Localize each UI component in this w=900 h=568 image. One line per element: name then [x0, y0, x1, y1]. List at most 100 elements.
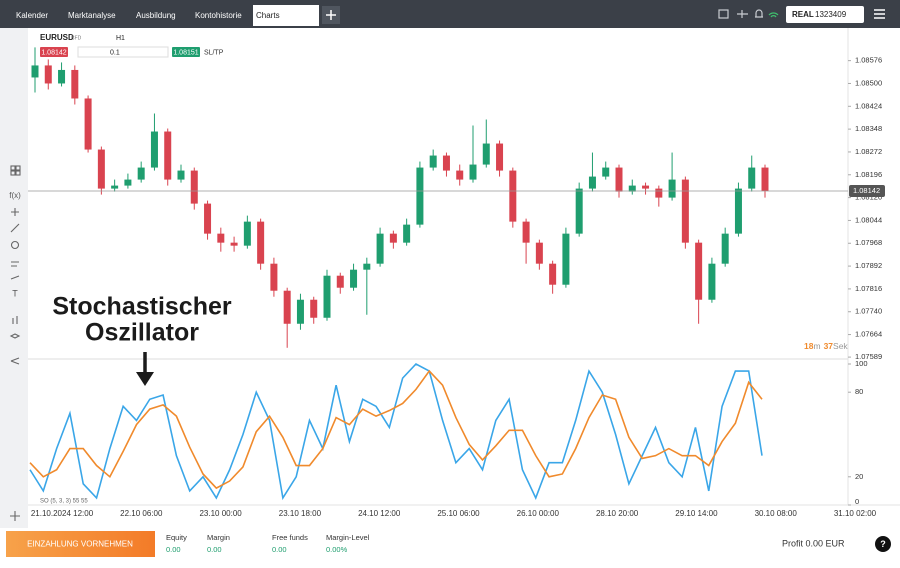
y-tick-label: 1.08500: [855, 78, 882, 87]
countdown-part: 37: [824, 341, 834, 351]
volume-input[interactable]: [77, 46, 169, 58]
y-tick-label: 1.07968: [855, 238, 882, 247]
candle-body: [734, 188, 742, 234]
y-tick-label: 1.08576: [855, 56, 882, 65]
candle-body: [496, 143, 504, 171]
stat-label: Free funds: [272, 533, 308, 542]
y-tick-label: 1.08044: [855, 215, 882, 224]
stat-value: 0.00: [272, 545, 287, 554]
x-tick-label: 21.10.2024 12:00: [31, 509, 94, 518]
x-tick-label: 24.10 12:00: [358, 509, 401, 518]
stat-value: 0.00: [166, 545, 181, 554]
y-tick-label: 1.08424: [855, 101, 882, 110]
candle-body: [31, 65, 39, 78]
buy-box[interactable]: [172, 47, 200, 57]
y-tick-label: 1.08348: [855, 124, 882, 133]
candle-body: [721, 233, 729, 264]
active-tab[interactable]: [253, 5, 319, 26]
candle-body: [469, 164, 477, 180]
stat-value: 0.00: [207, 545, 222, 554]
symbol[interactable]: EURUSD: [40, 33, 74, 42]
sell-box[interactable]: [40, 47, 68, 57]
current-price-label: 1.08142: [853, 186, 880, 195]
candle-body: [363, 263, 371, 270]
candle-body: [442, 155, 450, 171]
plot: 1.08576 1.08500 1.08424 1.08348 1.08272 1.081…: [28, 47, 885, 518]
candle-body: [522, 221, 530, 243]
y-tick-label: 20: [855, 472, 863, 481]
candle-body: [243, 221, 251, 246]
x-tick-label: 28.10 20:00: [596, 509, 639, 518]
candle-body: [150, 131, 158, 168]
candle-body: [111, 185, 119, 189]
y-tick-label: 100: [855, 359, 868, 368]
candle-body: [748, 167, 756, 189]
stat-label: Margin: [207, 533, 230, 542]
candle-body: [549, 263, 557, 285]
candle-body: [257, 221, 265, 264]
candle-body: [602, 167, 610, 177]
nav-bar: [0, 0, 900, 28]
candle-body: [323, 275, 331, 318]
timeframe[interactable]: H1: [116, 35, 125, 42]
annotation-arrowhead: [136, 372, 154, 386]
candle-body: [575, 188, 583, 234]
stat-label: Margin-Level: [326, 533, 370, 542]
candle-body: [429, 155, 437, 168]
candle-body: [695, 242, 703, 300]
deposit-label: EINZAHLUNG VORNEHMEN: [27, 540, 133, 549]
sidebar-icons: [9, 165, 21, 521]
account-id: 1323409: [815, 10, 847, 19]
candle-body: [403, 224, 411, 243]
candle-body: [190, 170, 198, 204]
nav-tab[interactable]: Ausbildung: [136, 11, 176, 20]
stochastic-line: [29, 369, 763, 490]
candle-body: [456, 170, 464, 180]
candle-body: [217, 233, 225, 243]
countdown-part: Sek: [833, 341, 848, 351]
candle-body: [350, 269, 358, 288]
nav-tab[interactable]: Kontohistorie: [195, 11, 242, 20]
sltp[interactable]: SL/TP: [204, 49, 224, 56]
deposit-button[interactable]: [6, 531, 155, 557]
candle-body: [482, 143, 490, 165]
annotation-line: Oszillator: [85, 319, 199, 347]
candle-body: [336, 275, 344, 288]
candle-body: [97, 149, 105, 189]
y-tick-label: 1.08120: [855, 193, 882, 202]
symbol-suffix: CFD: [71, 35, 82, 41]
candle-body: [655, 188, 663, 198]
y-tick-label: 1.08272: [855, 147, 882, 156]
text-tool[interactable]: T: [12, 288, 18, 298]
candle-body: [177, 170, 185, 180]
candle-body: [124, 179, 132, 186]
candle-body: [562, 233, 570, 285]
candle-body: [681, 179, 689, 243]
function-tool[interactable]: f(x): [9, 191, 21, 200]
y-tick-label: 1.07892: [855, 261, 882, 270]
account-type: REAL: [792, 10, 814, 19]
candle-body: [668, 179, 676, 198]
account-box[interactable]: [786, 6, 864, 23]
x-tick-label: 30.10 08:00: [755, 509, 798, 518]
candle-body: [204, 203, 212, 234]
help-button[interactable]: [875, 536, 891, 552]
nav-tab[interactable]: Kalender: [16, 11, 48, 20]
nav-tab[interactable]: Marktanalyse: [68, 11, 116, 20]
x-tick-label: 22.10 06:00: [120, 509, 163, 518]
menu-icon[interactable]: [874, 9, 885, 19]
candle-body: [761, 167, 769, 191]
nav-tab[interactable]: Charts: [256, 11, 280, 20]
candle-body: [642, 185, 650, 189]
y-tick-label: 1.07589: [855, 352, 882, 361]
y-tick-label: 1.07816: [855, 284, 882, 293]
annotation-line: Stochastischer: [52, 293, 232, 321]
candle-body: [296, 299, 304, 324]
nav-icons: [718, 9, 779, 19]
y-tick-label: 0: [855, 497, 859, 506]
candle-body: [84, 98, 92, 150]
y-tick-label: 1.07664: [855, 330, 882, 339]
candle-body: [71, 69, 79, 99]
